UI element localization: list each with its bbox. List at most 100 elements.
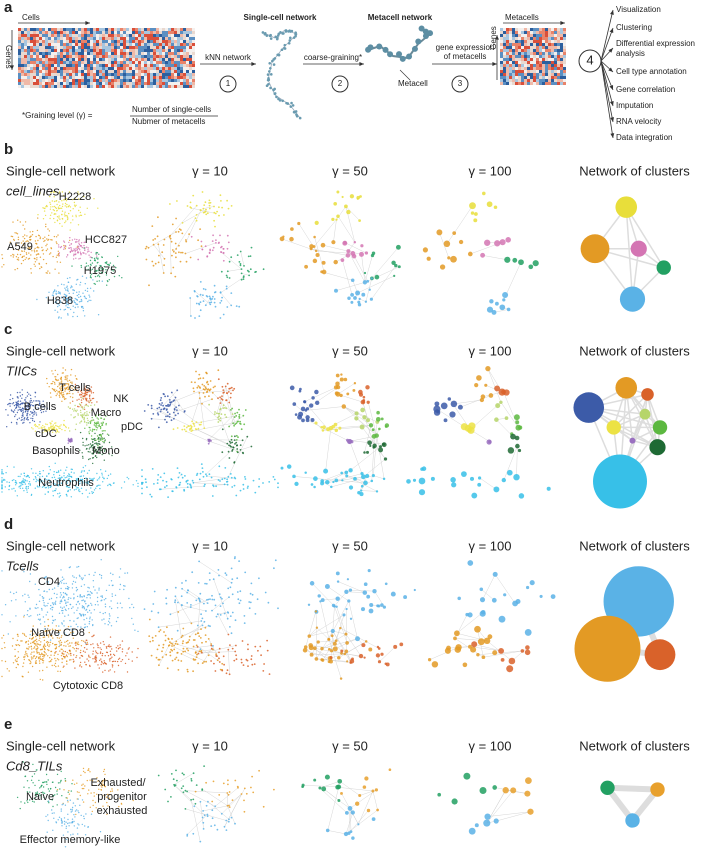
heatmap-cell — [156, 58, 159, 61]
cell-node — [202, 392, 205, 394]
network-edge — [482, 255, 508, 260]
cell-node — [46, 479, 48, 481]
cell-node — [105, 269, 107, 271]
heatmap-cell — [69, 64, 72, 67]
cell-node — [61, 428, 63, 431]
cell-node — [73, 417, 75, 419]
heatmap-cell — [192, 49, 195, 52]
network-edge — [346, 475, 378, 492]
heatmap-cell — [93, 31, 96, 34]
cell-node — [214, 305, 217, 308]
cell-node — [336, 190, 340, 194]
cell-node — [177, 230, 180, 233]
cell-node — [15, 591, 18, 593]
cell-node — [78, 488, 80, 491]
heatmap-cell — [542, 76, 545, 79]
cell-node — [64, 378, 66, 381]
cell-node — [54, 483, 56, 485]
heatmap-cell — [545, 52, 548, 55]
cell-node — [70, 597, 72, 599]
cell-node — [162, 404, 165, 407]
heatmap-cell — [51, 40, 54, 43]
heatmap-cell — [93, 61, 96, 64]
cell-node — [494, 240, 501, 247]
heatmap-cell — [141, 79, 144, 82]
heatmap-cell — [153, 67, 156, 70]
cell-node — [71, 468, 74, 471]
cell-node — [51, 658, 53, 661]
heatmap-cell — [183, 28, 186, 31]
heatmap-cell — [524, 61, 527, 64]
heatmap-cell — [144, 55, 147, 58]
cell-node — [34, 240, 37, 242]
cell-node — [15, 232, 18, 234]
heatmap-cell — [506, 49, 509, 52]
cell-node — [60, 378, 62, 381]
cell-node — [240, 272, 243, 275]
heatmap-cell — [548, 55, 551, 58]
cell-node — [38, 262, 40, 265]
cell-node — [69, 251, 72, 253]
cell-node — [59, 600, 62, 602]
cell-node — [49, 217, 51, 220]
cell-node — [58, 583, 60, 585]
cell-node — [341, 404, 347, 409]
heatmap-cell — [18, 73, 21, 76]
heatmap-cell — [66, 64, 69, 67]
cell-node — [98, 268, 101, 270]
cell-node — [97, 452, 100, 454]
heatmap-cell — [183, 55, 186, 58]
heatmap-cell — [560, 37, 563, 40]
cell-node — [80, 252, 82, 255]
heatmap-cell — [33, 85, 36, 88]
cell-node — [48, 649, 50, 652]
cell-node — [86, 447, 88, 450]
heatmap-cell — [518, 64, 521, 67]
cell-node — [47, 602, 49, 605]
cell-node — [209, 380, 212, 382]
heatmap-cell — [533, 31, 536, 34]
cell-node — [53, 427, 56, 429]
cell-node — [204, 386, 207, 389]
heatmap-cell — [99, 79, 102, 82]
heatmap-cell — [515, 79, 518, 82]
cell-node — [22, 409, 24, 412]
cell-node — [1, 675, 3, 678]
network-edge — [342, 260, 353, 295]
cell-node — [244, 409, 247, 411]
heatmap-cell — [156, 40, 159, 43]
heatmap-cell — [42, 43, 45, 46]
heatmap-cell — [147, 70, 150, 73]
heatmap-cell — [111, 55, 114, 58]
cell-node — [88, 623, 91, 625]
heatmap-cell — [548, 70, 551, 73]
heatmap-cell — [141, 70, 144, 73]
heatmap-cell — [560, 43, 563, 46]
heatmap-cell — [171, 85, 174, 88]
cell-node — [440, 402, 448, 410]
cell-node — [73, 408, 76, 410]
cell-node — [102, 422, 105, 424]
heatmap-cell — [192, 70, 195, 73]
cell-node — [81, 599, 83, 602]
heatmap-cell — [563, 34, 566, 37]
cell-node — [34, 396, 36, 398]
cell-node — [75, 389, 78, 391]
heatmap-cell — [105, 70, 108, 73]
heatmap-cell — [536, 37, 539, 40]
heatmap-cell — [180, 64, 183, 67]
heatmap-cell — [135, 64, 138, 67]
heatmap-cell — [117, 58, 120, 61]
cell-node — [74, 251, 76, 253]
heatmap-cell — [42, 49, 45, 52]
cell-node — [25, 401, 27, 403]
heatmap-cell — [60, 82, 63, 85]
heatmap-cell — [162, 37, 165, 40]
cell-node — [47, 270, 49, 272]
cell-node — [239, 449, 242, 451]
cell-node — [43, 480, 45, 482]
cell-node — [22, 478, 24, 480]
cell-node — [89, 477, 91, 480]
cell-node — [51, 200, 53, 202]
cell-node — [84, 289, 87, 292]
